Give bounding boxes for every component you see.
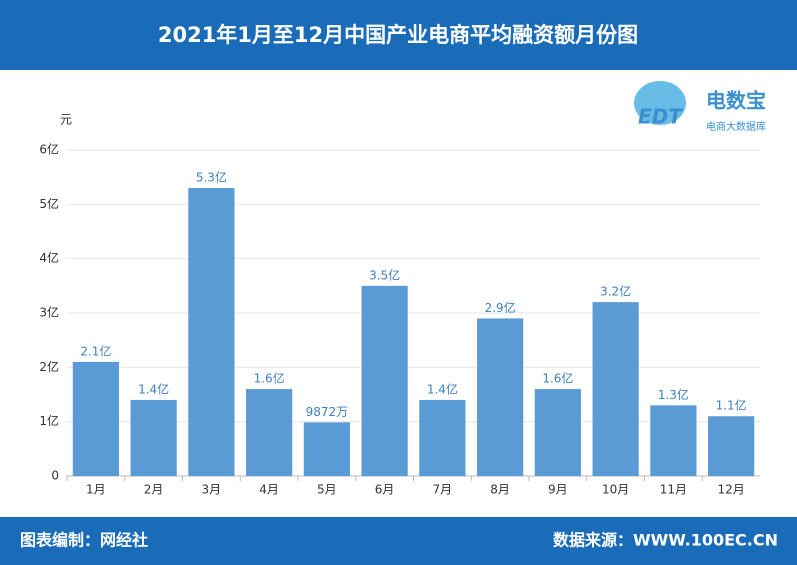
bar [130,399,177,476]
logo-subtitle: 电商大数据库 [706,120,766,133]
value-label: 3.2亿 [600,284,631,299]
x-tick-label: 11月 [660,483,687,497]
value-label: 1.3亿 [658,387,689,402]
y-tick-label: 5亿 [39,196,59,211]
bar [246,389,293,476]
y-tick-label: 2亿 [39,359,59,374]
bar [188,188,235,477]
bar [72,361,119,476]
x-tick-label: 3月 [202,483,222,497]
y-tick-label: 0 [51,469,59,483]
value-label: 1.4亿 [138,381,169,396]
bar [477,318,524,476]
x-tick-label: 12月 [717,483,744,497]
value-label: 1.4亿 [427,381,458,396]
bar [650,405,697,476]
x-tick-label: 10月 [602,483,629,497]
y-tick-label: 1亿 [39,413,59,428]
x-tick-label: 4月 [259,483,279,497]
y-tick-label: 3亿 [39,305,59,320]
x-tick-label: 9月 [548,483,568,497]
footer-band [0,517,797,565]
x-tick-label: 2月 [144,483,164,497]
value-label: 1.1亿 [716,398,747,413]
x-tick-label: 8月 [490,483,510,497]
bar [708,416,755,476]
x-tick-label: 7月 [433,483,453,497]
logo-name: 电数宝 [706,89,766,113]
value-label: 1.6亿 [542,371,573,386]
x-tick-label: 5月 [317,483,337,497]
footer-left: 图表编制：网经社 [20,531,148,550]
footer-right: 数据来源：WWW.100EC.CN [553,531,778,550]
bar [534,389,581,476]
y-tick-label: 6亿 [39,142,59,157]
value-label: 2.1亿 [80,343,111,358]
header-band [0,0,797,70]
logo-mark: EDT [638,105,683,129]
value-label: 9872万 [306,405,349,419]
bar [303,422,350,476]
bar [419,399,466,476]
value-label: 1.6亿 [254,371,285,386]
logo-cloud [634,81,686,125]
chart-title: 2021年1月至12月中国产业电商平均融资额月份图 [158,23,638,47]
bar [592,302,639,476]
value-label: 3.5亿 [369,267,400,282]
value-label: 2.9亿 [485,300,516,315]
y-tick-label: 4亿 [39,250,59,265]
x-tick-label: 6月 [375,483,395,497]
bar [361,285,408,476]
x-tick-label: 1月 [86,483,106,497]
y-axis-label: 元 [60,113,72,127]
value-label: 5.3亿 [196,170,227,185]
